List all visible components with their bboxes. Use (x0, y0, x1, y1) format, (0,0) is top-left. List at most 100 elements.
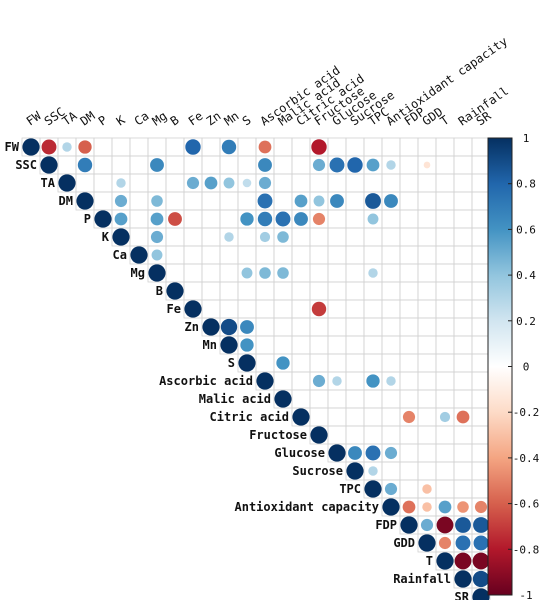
correlation-circle (384, 446, 398, 460)
grid-cell (147, 137, 167, 157)
correlation-circle (365, 445, 381, 461)
correlation-circle (472, 570, 490, 588)
grid-cell (417, 353, 437, 373)
correlation-circle (114, 212, 128, 226)
correlation-circle (114, 194, 128, 208)
grid-cell (435, 461, 455, 481)
grid-cell (237, 137, 257, 157)
grid-cell (435, 173, 455, 193)
grid-cell (237, 227, 257, 247)
grid-cell (471, 425, 491, 445)
grid-cell (453, 137, 473, 157)
grid-cell (183, 227, 203, 247)
grid-cell (399, 389, 419, 409)
row-label-fructose: Fructose (249, 428, 307, 442)
row-label-ta: TA (41, 176, 56, 190)
grid-cell (273, 371, 293, 391)
diagonal-circle-fructose (310, 426, 328, 444)
grid-cell (327, 335, 347, 355)
column-label-k: K (114, 112, 129, 128)
grid-cell (453, 353, 473, 373)
grid-cell (471, 587, 491, 600)
grid-cell (201, 191, 221, 211)
grid-cell (471, 209, 491, 229)
row-label-ssc: SSC (15, 158, 37, 172)
grid-cell (417, 281, 437, 301)
correlation-circle (257, 211, 273, 227)
grid-cell (471, 443, 491, 463)
column-label-zn: Zn (204, 109, 224, 129)
grid-cell (255, 317, 275, 337)
correlation-circle (402, 410, 416, 424)
colorbar-tick-label: -1 (519, 589, 532, 600)
grid-cell (471, 227, 491, 247)
grid-cell (399, 137, 419, 157)
grid-cell (291, 137, 311, 157)
column-label-p: P (96, 113, 110, 129)
grid-cell (309, 353, 329, 373)
grid-cell (309, 407, 329, 427)
column-label-dm: DM (78, 109, 98, 129)
grid-cell (129, 227, 149, 247)
correlation-circle (241, 267, 253, 279)
correlation-circle (240, 320, 254, 334)
correlation-circle (423, 161, 431, 169)
grid-cell (219, 245, 239, 265)
grid-cell (435, 389, 455, 409)
column-label-fw: FW (24, 108, 45, 128)
grid-cell (399, 209, 419, 229)
column-label-ca: Ca (132, 109, 152, 129)
grid-cell (129, 191, 149, 211)
grid-cell (435, 155, 455, 175)
grid-cell (381, 425, 401, 445)
correlation-circle (473, 517, 489, 533)
grid-cell (345, 281, 365, 301)
grid-cell (201, 227, 221, 247)
correlation-circle (384, 194, 398, 208)
diagonal-circle-fe (184, 300, 202, 318)
row-label-sucrose: Sucrose (292, 464, 343, 478)
grid-cell (237, 281, 257, 301)
grid-cell (345, 371, 365, 391)
grid-cell (399, 155, 419, 175)
grid-cell (471, 461, 491, 481)
grid-cell (471, 479, 491, 499)
colorbar-tick-label: 1 (523, 132, 530, 145)
colorbar-tick-label: 0.8 (516, 178, 536, 191)
grid-cell (471, 317, 491, 337)
grid-cell (381, 263, 401, 283)
grid-cell (327, 137, 347, 157)
grid-cell (309, 317, 329, 337)
correlation-circle (438, 536, 452, 550)
correlation-circle (220, 318, 238, 336)
grid-cell (237, 191, 257, 211)
correlation-circle (277, 267, 289, 279)
correlation-circle (277, 231, 289, 243)
grid-cell (453, 209, 473, 229)
grid-cell (435, 299, 455, 319)
grid-cell (345, 245, 365, 265)
grid-cell (111, 137, 131, 157)
grid-cell (255, 245, 275, 265)
grid-cell (273, 281, 293, 301)
correlation-circle (41, 139, 57, 155)
grid-cell (471, 263, 491, 283)
correlation-circle (368, 268, 378, 278)
grid-cell (291, 263, 311, 283)
grid-cell (399, 173, 419, 193)
grid-cell (309, 281, 329, 301)
grid-cell (273, 299, 293, 319)
grid-cell (309, 335, 329, 355)
correlation-circle (386, 376, 396, 386)
grid-cell (129, 209, 149, 229)
grid-cell (399, 371, 419, 391)
grid-cell (471, 353, 491, 373)
correlation-circle (366, 158, 380, 172)
grid-cell (417, 173, 437, 193)
grid-cell (327, 245, 347, 265)
grid-cell (327, 425, 347, 445)
grid-cell (435, 425, 455, 445)
grid-cell (381, 281, 401, 301)
grid-cell (273, 335, 293, 355)
correlation-circle (150, 212, 164, 226)
